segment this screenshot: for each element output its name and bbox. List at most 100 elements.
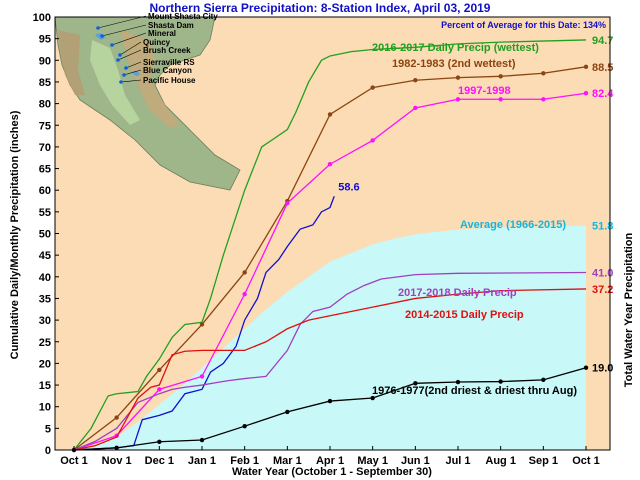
sierra-range-shape (120, 30, 180, 128)
map-leader-line (97, 15, 147, 29)
y-tick-label: 70 (39, 142, 51, 154)
y-tick-label: 95 (39, 34, 51, 46)
end-value-wy2018: 41.0 (592, 267, 613, 279)
data-point-wy1977 (157, 439, 162, 444)
x-tick-label: Oct 1 (572, 455, 600, 467)
y-tick-label: 10 (39, 402, 51, 414)
data-point-wy1998 (498, 97, 503, 102)
end-value-wy2019: 58.6 (338, 181, 359, 193)
data-point-wy1998 (285, 200, 290, 206)
data-point-wy1998 (583, 91, 589, 96)
data-point-wy1983 (157, 367, 162, 373)
map-station-label: Sierraville RS (143, 58, 195, 67)
data-point-wy1983 (413, 78, 418, 83)
station-marker (110, 43, 114, 47)
series-name-wy2018: 2017-2018 Daily Precip (398, 287, 517, 299)
y-tick-label: 20 (39, 358, 51, 370)
series-name-wy1998: 1997-1998 (458, 85, 511, 97)
central-valley-shape (90, 40, 140, 125)
data-point-wy1977 (413, 381, 418, 386)
data-point-wy1998 (327, 162, 333, 167)
data-point-wy1977 (285, 409, 290, 415)
x-tick-label: Aug 1 (485, 455, 516, 467)
data-point-wy1977 (498, 379, 503, 384)
data-point-wy1998 (413, 105, 418, 111)
data-point-wy1983 (455, 75, 461, 80)
x-tick-label: Jul 1 (445, 455, 470, 467)
map-station-label: Shasta Dam (148, 21, 194, 30)
data-point-wy1998 (541, 97, 546, 102)
data-point-wy1977 (327, 398, 333, 404)
x-tick-label: Sep 1 (529, 455, 558, 467)
map-leader-line (123, 69, 142, 76)
data-point-wy1983 (583, 64, 589, 69)
y-tick-label: 35 (39, 293, 51, 305)
map-leader-line (111, 32, 147, 46)
data-point-wy1983 (199, 322, 205, 327)
y-tick-label: 15 (39, 380, 51, 392)
map-station-label: Pacific House (143, 76, 196, 85)
station-marker (118, 53, 122, 57)
map-leader-line (117, 49, 142, 61)
data-point-wy1998 (455, 97, 461, 102)
map-station-label: Blue Canyon (143, 66, 192, 75)
data-point-wy1977 (541, 377, 546, 383)
label-layer: 2016-2017 Daily Precip (wettest) 1982-198… (338, 35, 614, 397)
end-value-wy1998: 82.4 (592, 88, 614, 100)
series-name-wy2017: 2016-2017 Daily Precip (wettest) (372, 42, 539, 54)
y-tick-label: 65 (39, 164, 51, 176)
station-marker (122, 73, 126, 77)
data-point-wy1983 (498, 74, 503, 79)
y-tick-label: 75 (39, 120, 51, 132)
y-tick-label: 50 (39, 229, 51, 241)
series-name-wy1983: 1982-1983 (2nd wettest) (392, 58, 516, 70)
data-point-wy1977 (242, 423, 247, 429)
x-tick-label: Jun 1 (401, 455, 430, 467)
data-point-wy1977 (583, 365, 589, 370)
series-line-wy2017 (73, 39, 587, 451)
y-tick-label: 85 (39, 77, 51, 89)
data-point-wy1998 (242, 291, 247, 297)
station-marker (124, 66, 128, 70)
data-point-wy1977 (370, 395, 375, 401)
map-leader-line (101, 24, 147, 37)
y-tick-label: 100 (33, 12, 51, 24)
y-tick-label: 80 (39, 99, 51, 111)
series-line-wy2019 (73, 196, 335, 451)
data-point-wy1983 (327, 112, 333, 117)
x-tick-label: Mar 1 (273, 455, 302, 467)
data-point-wy1977 (199, 437, 205, 443)
y-axis-title: Cumulative Daily/Monthly Precipitation (… (9, 110, 21, 359)
station-marker (119, 80, 123, 84)
station-marker (100, 34, 104, 38)
series-name-average: Average (1966-2015) (460, 219, 566, 231)
series-layer (71, 39, 589, 453)
map-leader-line (125, 61, 142, 69)
x-tick-label: Dec 1 (145, 455, 174, 467)
end-value-average: 51.8 (592, 221, 613, 233)
station-marker (116, 58, 120, 62)
area-layer (74, 225, 586, 450)
coast-range-shape (58, 30, 85, 95)
data-point-wy1983 (370, 85, 375, 90)
series-line-wy2018 (73, 271, 587, 451)
station-marker (96, 26, 100, 30)
x-axis-title: Water Year (October 1 - September 30) (232, 466, 432, 478)
series-average-area (74, 225, 586, 450)
data-point-wy1983 (242, 270, 247, 275)
chart-subtitle: Percent of Average for this Date: 134% (441, 20, 606, 30)
x-tick-label: Apr 1 (316, 455, 344, 467)
data-point-wy1983 (114, 415, 119, 420)
map-leader-line (119, 41, 142, 56)
series-name-wy1977: 1976-1977(2nd driest & driest thru Aug) (372, 385, 577, 397)
y-tick-label: 40 (39, 272, 51, 284)
axis-layer: 0 5 10 15 20 25 30 35 40 45 50 55 60 65 70 75 80 85 90 95 10… (33, 12, 600, 467)
map-station-label: Quincy (143, 38, 171, 47)
y-tick-label: 55 (39, 207, 51, 219)
data-point-wy1998 (370, 138, 375, 143)
y-tick-label: 60 (39, 185, 51, 197)
y-tick-label: 90 (39, 55, 51, 67)
end-value-wy2017: 94.7 (592, 35, 613, 47)
y-tick-label: 0 (45, 445, 51, 457)
